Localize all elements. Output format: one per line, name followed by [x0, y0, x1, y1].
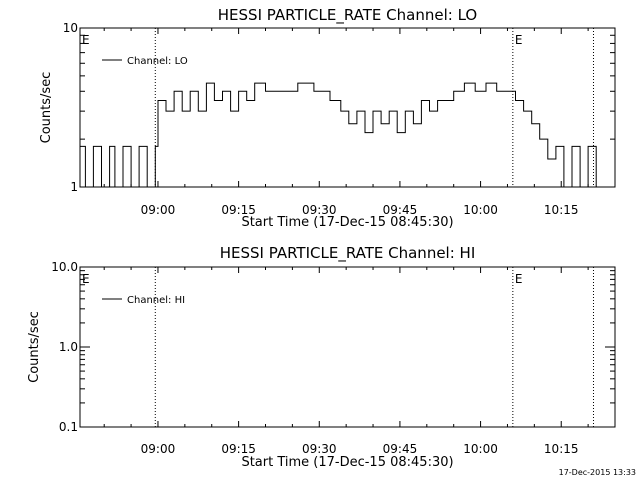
footer-timestamp: 17-Dec-2015 13:33	[558, 468, 636, 477]
chart1-event-marker-label: E	[82, 33, 90, 47]
chart2-x-tick-label: 09:00	[141, 442, 176, 456]
chart1-event-marker-label: E	[515, 33, 523, 47]
chart1-x-tick-label: 09:45	[383, 203, 418, 217]
chart2-y-tick-label: 0.1	[59, 420, 78, 434]
chart2-event-marker-label: E	[515, 272, 523, 286]
chart1-x-tick-label: 09:15	[221, 203, 256, 217]
chart2-event-marker-label: E	[82, 272, 90, 286]
chart2-title: HESSI PARTICLE_RATE Channel: HI	[220, 244, 476, 263]
chart1-title: HESSI PARTICLE_RATE Channel: LO	[218, 6, 477, 25]
chart2-x-tick-label: 10:15	[544, 442, 579, 456]
chart2-y-tick-label: 1.0	[59, 340, 78, 354]
chart2-legend-label: Channel: HI	[127, 295, 185, 306]
chart1-series-line	[80, 82, 615, 188]
chart2-x-axis-label: Start Time (17-Dec-15 08:45:30)	[241, 455, 453, 470]
chart2-x-tick-label: 09:45	[383, 442, 418, 456]
chart2-y-axis-label: Counts/sec	[27, 311, 42, 383]
chart1-x-tick-label: 09:30	[302, 203, 337, 217]
chart2-x-tick-label: 09:30	[302, 442, 337, 456]
chart1-y-tick-label: 1	[70, 180, 78, 194]
chart1-y-axis-label: Counts/sec	[39, 72, 54, 144]
chart1-x-tick-label: 10:00	[463, 203, 498, 217]
chart1-y-tick-label: 10	[63, 21, 78, 35]
chart2-x-tick-label: 10:00	[463, 442, 498, 456]
chart2-plot-frame	[79, 266, 616, 428]
chart1-x-axis-label: Start Time (17-Dec-15 08:45:30)	[241, 215, 453, 230]
chart1-legend-label: Channel: LO	[127, 56, 188, 67]
chart2-x-tick-label: 09:15	[221, 442, 256, 456]
chart1-x-tick-label: 10:15	[544, 203, 579, 217]
chart2-y-tick-label: 10.0	[51, 260, 78, 274]
chart1-x-tick-label: 09:00	[141, 203, 176, 217]
chart1-plot-frame	[79, 27, 616, 188]
